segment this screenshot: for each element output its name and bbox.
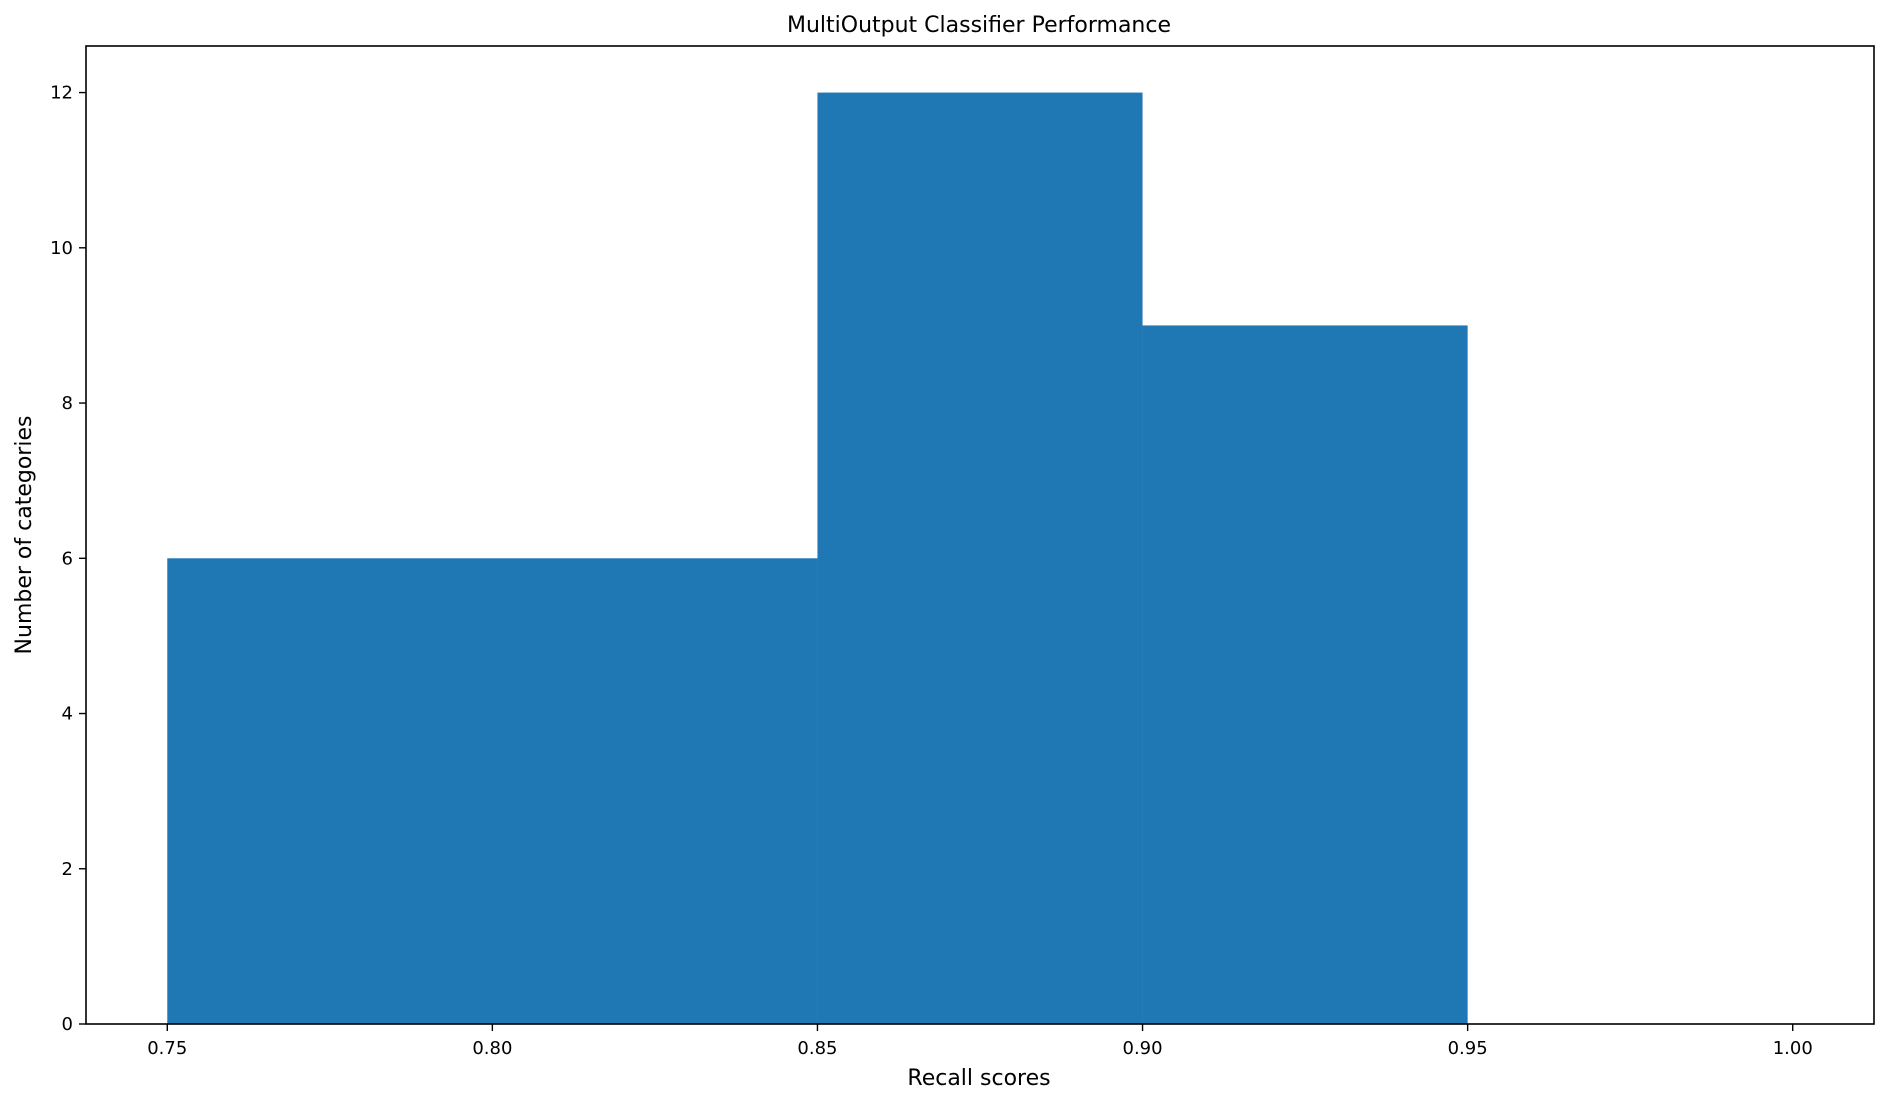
chart-title: MultiOutput Classifier Performance [787,13,1171,38]
x-axis-title: Recall scores [907,1066,1050,1091]
plot-frame [85,45,1875,1025]
y-axis-title: Number of categories [12,416,37,655]
histogram-bar-2 [1142,325,1468,1024]
x-tick-label: 0.75 [147,1038,187,1059]
y-tick-label: 6 [62,548,73,569]
x-tick-label: 0.90 [1123,1038,1163,1059]
bars-layer [167,92,1468,1025]
x-tick-label: 0.85 [797,1038,837,1059]
y-tick-label: 2 [62,859,73,880]
y-tick-label: 0 [62,1014,73,1035]
histogram-bar-1 [817,92,1143,1025]
y-tick-label: 12 [50,83,73,104]
x-tick-label: 1.00 [1773,1038,1813,1059]
histogram-bar-0 [167,558,818,1024]
y-tick-label: 4 [62,704,73,725]
y-tick-label: 10 [50,238,73,259]
x-axis-ticks: 0.75 0.80 0.85 0.90 0.95 1.00 [147,1024,1813,1059]
y-tick-label: 8 [62,393,73,414]
y-axis-ticks: 0 2 4 6 8 10 12 [50,83,86,1035]
x-tick-label: 0.80 [472,1038,512,1059]
x-tick-label: 0.95 [1448,1038,1488,1059]
